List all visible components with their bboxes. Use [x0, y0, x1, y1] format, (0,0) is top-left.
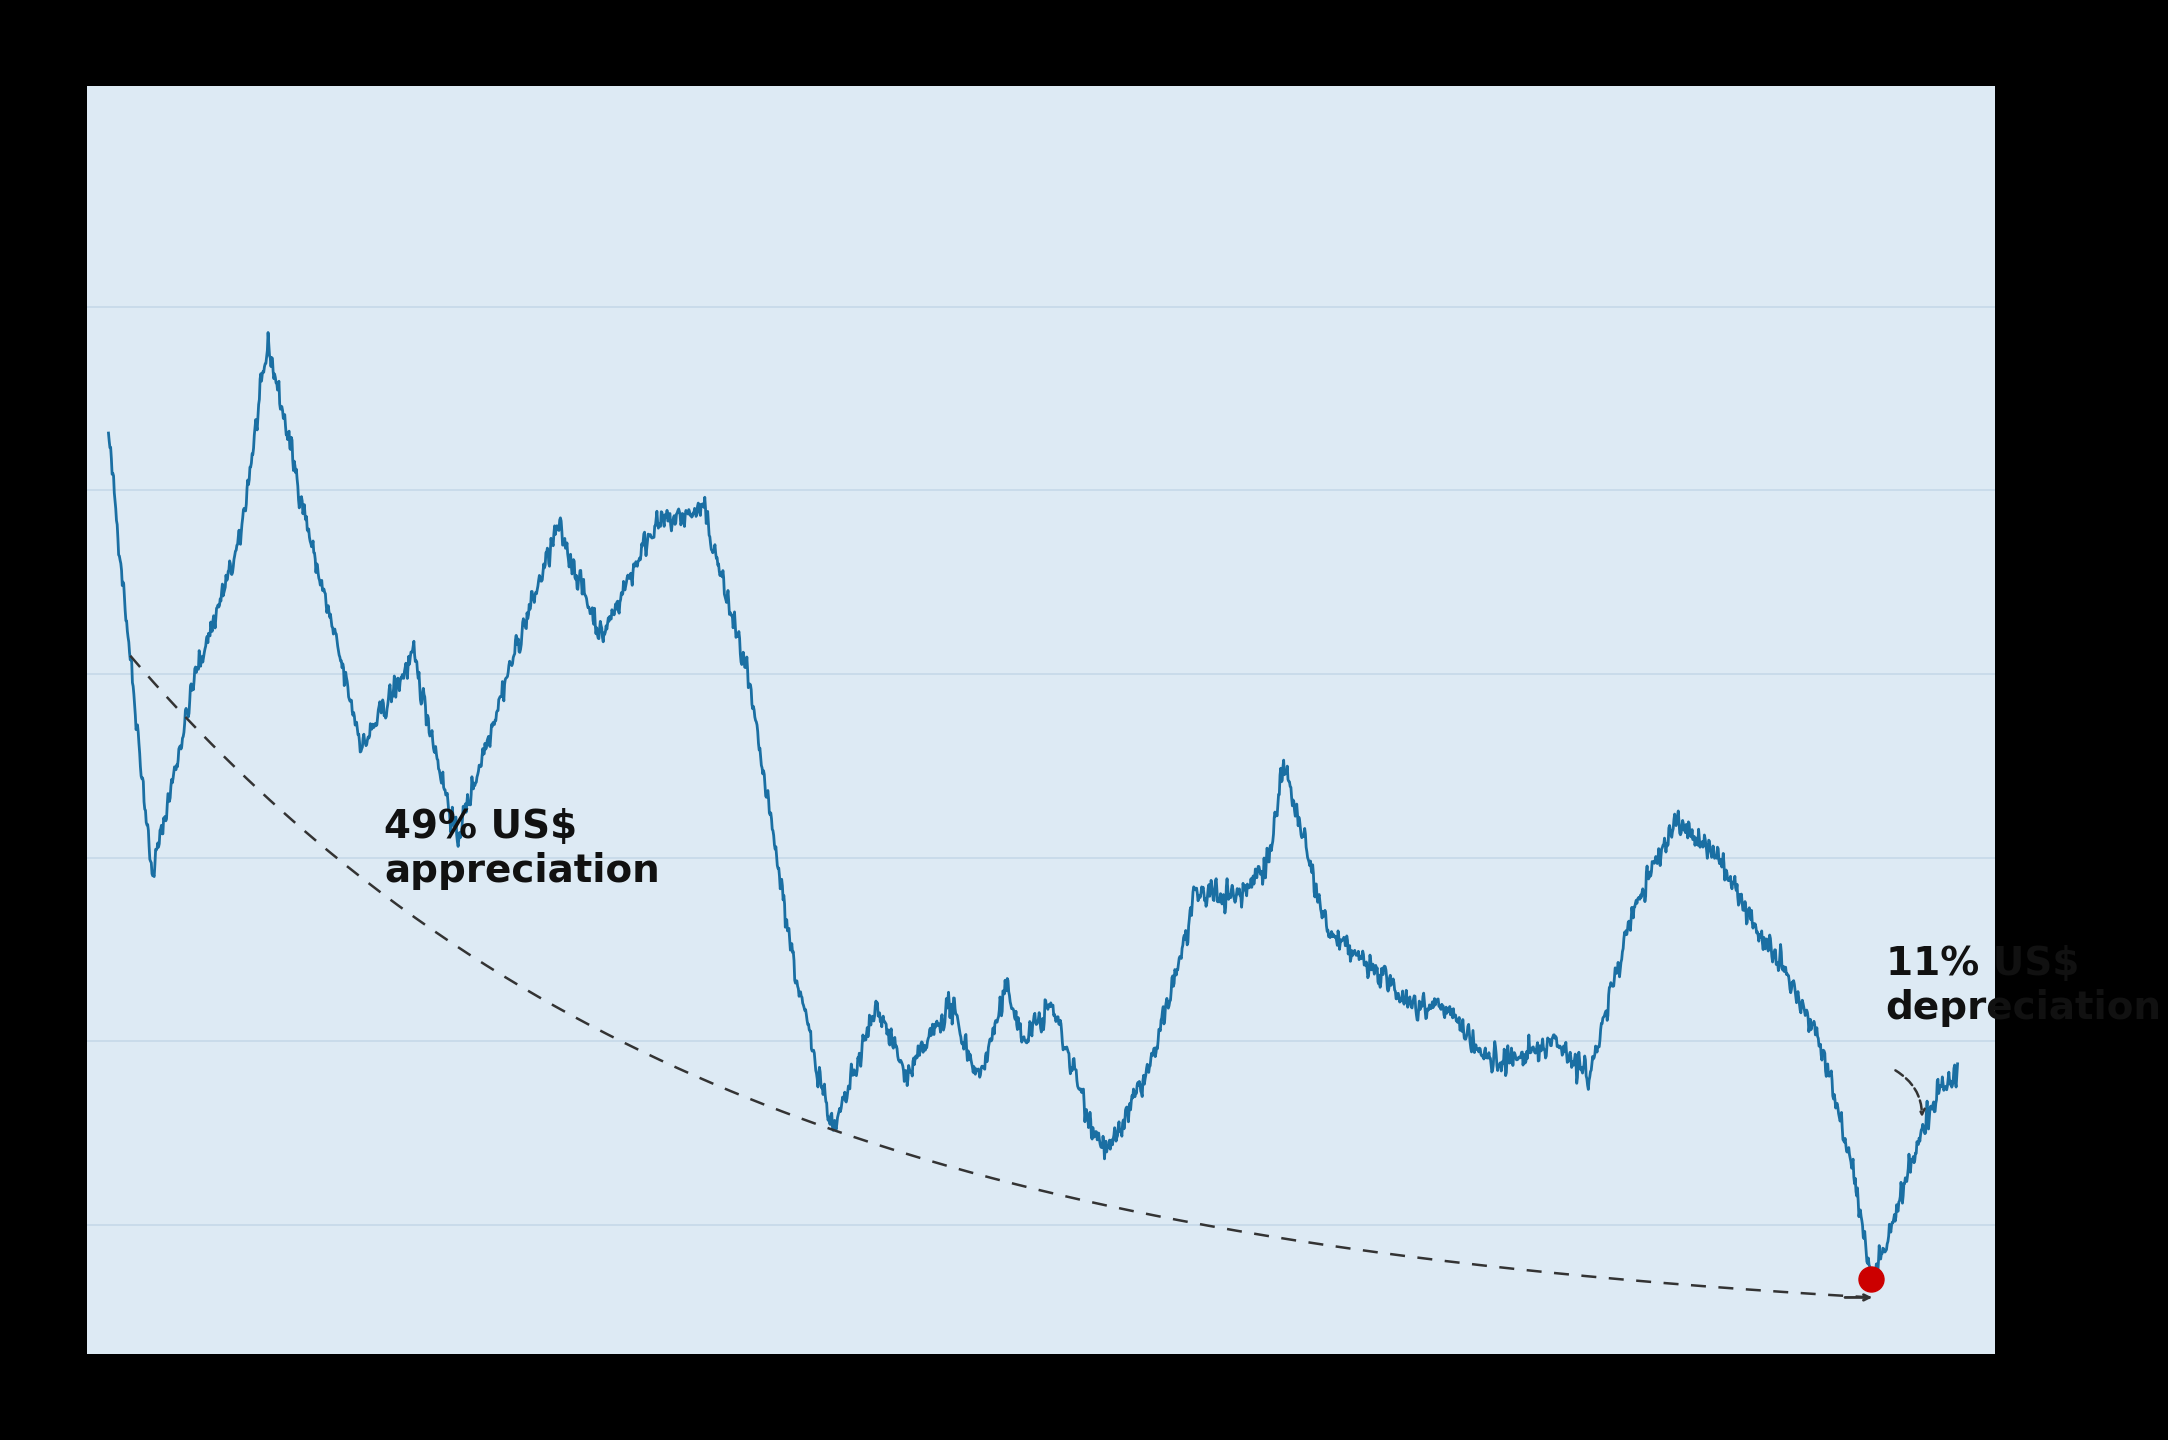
Text: 49% US$
appreciation: 49% US$ appreciation: [384, 808, 659, 890]
Text: 11% US$
depreciation: 11% US$ depreciation: [1886, 945, 2161, 1027]
